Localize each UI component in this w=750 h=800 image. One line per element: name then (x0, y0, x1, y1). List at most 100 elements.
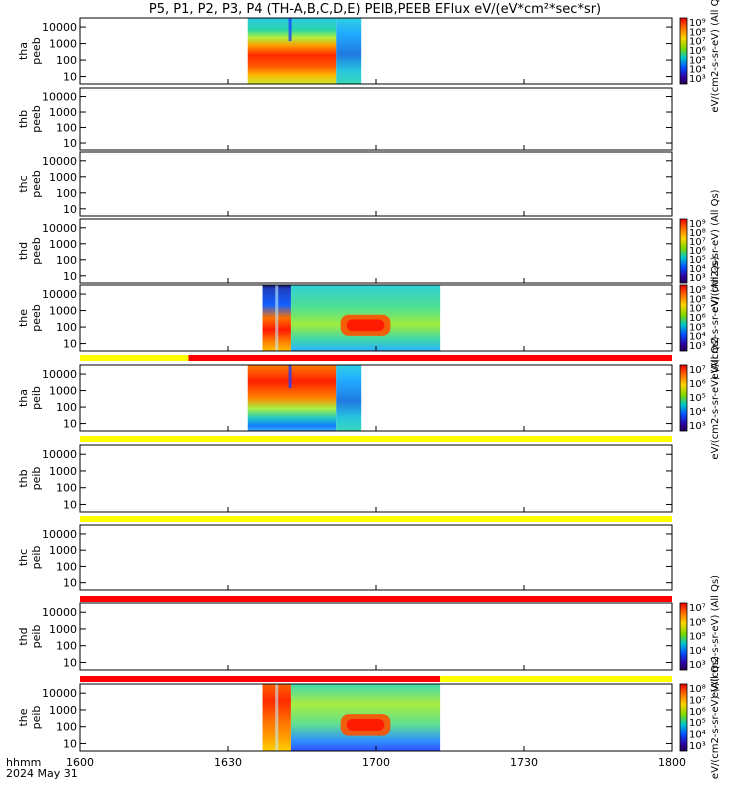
y-tick-label: 10000 (42, 528, 77, 541)
y-tick-label: 10000 (42, 606, 77, 619)
y-tick-label: 100 (56, 721, 77, 734)
panel-tha-peeb: 10 100 1000 10000 tha peeb (17, 17, 673, 85)
y-tick-label: 1000 (49, 106, 77, 119)
x-tick-label: 1800 (658, 756, 686, 769)
mode-bar-segment (440, 676, 672, 682)
y-tick-label: 100 (56, 401, 77, 414)
y-axis-label: peeb (30, 170, 43, 198)
colorbar-tick-label: 10⁶ (689, 46, 706, 57)
colorbar-tick-label: 10⁴ (689, 407, 706, 418)
y-axis-label: the (17, 708, 30, 726)
colorbar-tick-label: 10³ (689, 273, 706, 284)
colorbar-tick-label: 10⁸ (689, 684, 706, 695)
panel-thc-peib: 10 100 1000 10000 thc peib (17, 524, 673, 591)
mode-bar-segment (80, 596, 672, 602)
y-axis-label: thb (17, 469, 30, 487)
mode-bar-segment (80, 516, 672, 522)
panel-frame (79, 444, 673, 513)
colorbar-tick-label: 10⁶ (689, 617, 706, 628)
y-axis-label: thd (17, 627, 30, 645)
colorbar-tick-label: 10⁵ (689, 632, 706, 643)
panel-frame (79, 218, 673, 284)
y-tick-label: 100 (56, 640, 77, 653)
x-axis-time-format-label: hhmm (6, 756, 42, 769)
y-axis-label: thc (17, 175, 30, 192)
spectrogram-block (336, 365, 362, 431)
colorbar-title: eV/(cm2-s-sr-eV) (All Qs) (710, 336, 721, 459)
spectrogram-hot-core (346, 718, 385, 731)
colorbar-tick-label: 10⁸ (689, 294, 706, 305)
colorbar-tick-label: 10⁹ (689, 18, 706, 29)
panel-tha-peib: 10 100 1000 10000 tha peib (17, 364, 673, 432)
y-tick-label: 10000 (42, 368, 77, 381)
panel-the-peib: 10 100 1000 10000 the peib (17, 683, 673, 752)
x-tick-label: 1630 (214, 756, 242, 769)
y-tick-label: 10 (63, 737, 77, 750)
colorbar-title: eV/(cm2-s-sr-eV) (All Qs) (710, 189, 721, 312)
colorbar-tick-label: 10³ (689, 341, 706, 352)
colorbar-tick-label: 10³ (689, 74, 706, 85)
spectrogram-streak (288, 18, 292, 42)
colorbar-tick-label: 10⁵ (689, 55, 706, 66)
y-tick-label: 1000 (49, 544, 77, 557)
colorbar-gradient (679, 602, 688, 671)
y-tick-label: 10000 (42, 91, 77, 104)
colorbar-tick-label: 10⁷ (689, 695, 706, 706)
colorbar-tick-label: 10⁷ (689, 365, 706, 376)
panel-thc-peeb: 10 100 1000 10000 thc peeb (17, 151, 673, 217)
panel-frame (79, 17, 673, 85)
y-tick-label: 10 (63, 656, 77, 669)
date-label: 2024 May 31 (6, 767, 78, 780)
y-tick-label: 10000 (42, 155, 77, 168)
colorbar-title: eV/(cm2-s-sr-eV) (All Qs) (710, 575, 721, 698)
colorbar-gradient (679, 364, 688, 432)
colorbar-title: eV/(cm2-s-sr-eV) (All Qs) (710, 656, 721, 779)
y-tick-label: 100 (56, 254, 77, 267)
mode-bar-segment (80, 676, 441, 682)
y-tick-label: 10000 (42, 448, 77, 461)
colorbar-tick-label: 10⁹ (689, 285, 706, 296)
mode-bar-segment (188, 355, 673, 361)
colorbar-gradient (679, 17, 688, 85)
y-axis-label: peeb (30, 237, 43, 265)
y-tick-label: 100 (56, 482, 77, 495)
y-axis-label: peib (30, 467, 43, 491)
panel-thb-peeb: 10 100 1000 10000 thb peeb (17, 87, 673, 151)
panel-the-peeb: 10 100 1000 10000 the peeb (17, 284, 673, 352)
y-axis-label: thb (17, 110, 30, 128)
x-tick-label: 1730 (510, 756, 538, 769)
colorbar-title: eV/(cm2-s-sr-eV) (All Qs) (710, 256, 721, 379)
y-tick-label: 1000 (49, 465, 77, 478)
x-tick-label: 1600 (66, 756, 94, 769)
y-axis-label: peib (30, 546, 43, 570)
colorbar-tick-label: 10³ (689, 741, 706, 752)
y-axis-label: tha (17, 389, 30, 407)
y-axis-label: peeb (30, 37, 43, 65)
y-tick-label: 100 (56, 122, 77, 135)
y-tick-label: 1000 (49, 171, 77, 184)
colorbar-tick-label: 10³ (689, 660, 706, 671)
y-tick-label: 10000 (42, 21, 77, 34)
y-axis-label: peib (30, 706, 43, 730)
colorbar-tick-label: 10⁵ (689, 322, 706, 333)
colorbar-tick-label: 10⁴ (689, 332, 706, 343)
y-tick-label: 10 (63, 203, 77, 216)
colorbar-tick-label: 10⁴ (689, 65, 706, 76)
colorbar-tick-label: 10⁷ (689, 237, 706, 248)
spectrogram-block (336, 18, 362, 84)
y-axis-label: thd (17, 242, 30, 260)
y-axis-label: the (17, 309, 30, 327)
y-axis-label: peib (30, 386, 43, 410)
colorbar-tick-label: 10⁴ (689, 646, 706, 657)
mode-bar-segment (80, 355, 189, 361)
y-tick-label: 10000 (42, 288, 77, 301)
colorbar: 10⁷ 10⁶ 10⁵ 10⁴ 10³ eV/(cm2-s-sr-eV) (All Qs) (679, 336, 721, 460)
y-axis-label: peeb (30, 105, 43, 133)
y-tick-label: 100 (56, 187, 77, 200)
spectrogram-hot-core (346, 319, 385, 332)
